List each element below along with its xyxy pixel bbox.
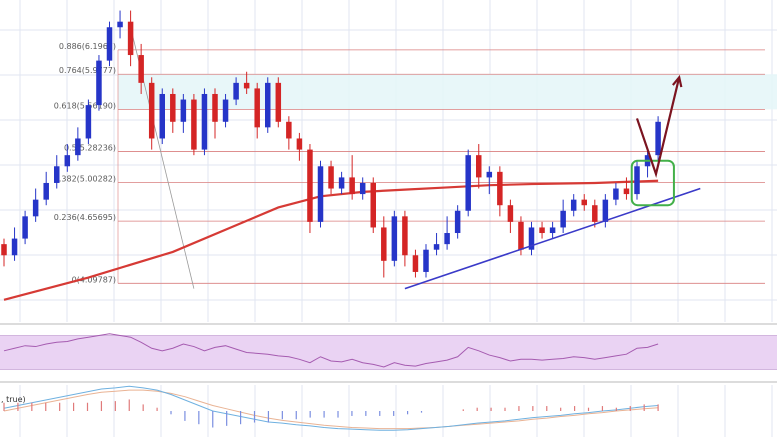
rsi-panel: [0, 333, 777, 370]
fib-label: 0.5(5.28236): [64, 144, 116, 153]
candle-body: [317, 166, 324, 222]
rsi-line: [3, 333, 659, 368]
candle-body: [117, 21, 123, 28]
candle-body: [11, 238, 18, 256]
candle-body: [592, 205, 598, 222]
candle-body: [106, 27, 113, 61]
macd-panel: [3, 385, 773, 437]
fib-label: 0.236(4.65695): [54, 213, 116, 222]
candle-body: [159, 93, 165, 139]
fib-label: 0.618(5.56190): [54, 101, 116, 110]
fib-label: 0.886(6.1967): [59, 42, 116, 51]
candle-body: [233, 82, 239, 100]
candle-body: [507, 205, 514, 222]
candle-body: [444, 233, 450, 245]
candle-body: [476, 155, 482, 178]
candle-body: [96, 60, 102, 106]
candle-body: [148, 82, 155, 139]
candle-body: [486, 171, 493, 178]
fib-label: 0.382(5.00282): [54, 175, 116, 184]
candle-body: [32, 199, 39, 217]
candle-body: [381, 227, 387, 261]
price-panel: 0.886(6.1967) 0.764(5.9777) 0.618(5.56190)…: [0, 0, 777, 383]
highlight-box: [630, 159, 675, 207]
candle-body: [243, 82, 250, 89]
candle-body: [75, 138, 81, 156]
candle-body: [64, 155, 71, 167]
rsi-band: [0, 335, 777, 370]
candle-body: [634, 166, 640, 195]
candle-body: [180, 99, 187, 122]
fib-label: 0(4.09787): [72, 275, 116, 284]
candle-body: [423, 249, 429, 272]
candle-body: [465, 155, 471, 211]
candle-body: [412, 255, 419, 272]
candle-body: [402, 216, 408, 256]
candle-body: [560, 210, 566, 228]
candle-body: [454, 210, 461, 234]
macd-line: [3, 385, 659, 431]
candle-body: [127, 21, 134, 56]
candle-body: [138, 55, 144, 83]
candle-body: [433, 244, 440, 250]
candle-body: [570, 199, 577, 211]
candle-body: [265, 82, 271, 128]
candle-body: [655, 121, 661, 156]
candle-body: [497, 171, 503, 206]
candle-body: [613, 188, 619, 200]
candle-body: [43, 182, 49, 200]
candle-body: [222, 99, 229, 122]
candle-body: [201, 93, 208, 150]
candle-body: [1, 244, 7, 256]
candle-body: [328, 166, 334, 189]
candle-body: [370, 182, 376, 228]
candle-body: [275, 82, 282, 122]
candle-body: [307, 149, 313, 222]
candle-body: [518, 221, 524, 250]
candle-body: [349, 177, 355, 195]
candle-body: [54, 166, 60, 183]
candle-body: [191, 99, 197, 150]
candle-body: [549, 227, 556, 234]
candle-body: [170, 93, 176, 122]
candle-body: [581, 199, 587, 206]
candle-body: [602, 199, 609, 222]
candle-body: [539, 227, 545, 234]
projection-arrow: [635, 77, 681, 179]
fib-label: 0.764(5.9777): [59, 66, 116, 75]
candle-body: [254, 88, 260, 128]
candle-body: [338, 177, 345, 189]
macd-signal-line: [3, 389, 659, 430]
candle-body: [286, 121, 292, 139]
candle-body: [212, 93, 218, 122]
candle-body: [623, 188, 630, 195]
candle-body: [85, 105, 92, 139]
macd-label: , true): [1, 395, 26, 404]
projection-arrow-head: [672, 74, 683, 88]
candle-body: [22, 216, 28, 239]
candle-body: [296, 138, 303, 150]
candle-body: [359, 182, 366, 195]
candle-body: [391, 216, 398, 261]
candle-body: [528, 227, 535, 250]
